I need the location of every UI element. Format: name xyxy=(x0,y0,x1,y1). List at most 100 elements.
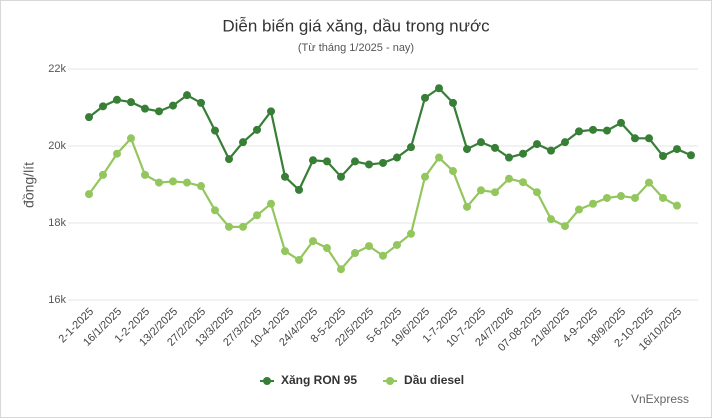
point xyxy=(421,172,429,181)
point xyxy=(519,178,527,187)
point xyxy=(351,249,359,258)
point xyxy=(127,98,135,107)
point xyxy=(519,149,527,158)
point xyxy=(323,244,331,253)
point xyxy=(477,138,485,147)
point xyxy=(99,102,107,111)
point xyxy=(99,170,107,179)
point xyxy=(449,167,457,176)
point xyxy=(197,182,205,191)
point xyxy=(351,157,359,166)
point xyxy=(561,138,569,147)
point xyxy=(267,107,275,116)
point xyxy=(309,237,317,246)
point xyxy=(491,188,499,197)
point xyxy=(645,134,653,143)
y-tick-label: 22k xyxy=(48,63,66,75)
point xyxy=(449,98,457,107)
point xyxy=(365,160,373,169)
point xyxy=(253,125,261,134)
point xyxy=(85,113,93,122)
point xyxy=(687,151,695,160)
point xyxy=(141,170,149,179)
point xyxy=(589,125,597,134)
point xyxy=(155,178,163,187)
point xyxy=(169,177,177,186)
legend-label: Dầu diesel xyxy=(404,373,464,387)
point xyxy=(379,251,387,260)
chart-subtitle: (Từ tháng 1/2025 - nay) xyxy=(298,42,414,54)
point xyxy=(407,229,415,238)
point xyxy=(225,222,233,231)
point xyxy=(491,143,499,152)
point xyxy=(197,98,205,107)
point xyxy=(211,126,219,135)
point xyxy=(533,188,541,197)
point xyxy=(547,215,555,224)
point xyxy=(477,186,485,195)
point xyxy=(575,127,583,136)
legend-marker xyxy=(386,377,395,385)
point xyxy=(127,134,135,143)
point xyxy=(603,126,611,135)
point xyxy=(113,149,121,158)
point xyxy=(603,193,611,202)
y-tick-label: 20k xyxy=(48,140,66,152)
point xyxy=(379,158,387,167)
point xyxy=(631,134,639,143)
point xyxy=(337,265,345,274)
point xyxy=(323,157,331,166)
point xyxy=(183,91,191,100)
point xyxy=(547,146,555,155)
point xyxy=(421,93,429,102)
y-tick-label: 18k xyxy=(48,217,66,229)
point xyxy=(561,222,569,231)
point xyxy=(659,193,667,202)
point xyxy=(295,255,303,264)
point xyxy=(589,199,597,208)
point xyxy=(169,101,177,110)
point xyxy=(393,153,401,162)
point xyxy=(631,193,639,202)
point xyxy=(463,202,471,211)
point xyxy=(85,190,93,199)
point xyxy=(183,178,191,187)
point xyxy=(337,172,345,181)
point xyxy=(281,172,289,181)
point xyxy=(435,153,443,162)
point xyxy=(239,222,247,231)
point xyxy=(435,84,443,93)
point xyxy=(253,211,261,220)
point xyxy=(505,174,513,183)
legend-label: Xăng RON 95 xyxy=(281,373,357,387)
legend-marker xyxy=(263,377,271,385)
point xyxy=(673,201,681,210)
y-tick-label: 16k xyxy=(48,294,66,306)
point xyxy=(281,247,289,256)
point xyxy=(211,206,219,215)
point xyxy=(267,199,275,208)
point xyxy=(533,140,541,149)
point xyxy=(617,192,625,201)
point xyxy=(155,107,163,116)
point xyxy=(645,178,653,187)
point xyxy=(239,138,247,147)
point xyxy=(225,155,233,164)
chart-title: Diễn biến giá xăng, dầu trong nước xyxy=(222,16,490,35)
point xyxy=(659,152,667,161)
point xyxy=(673,145,681,154)
point xyxy=(141,104,149,113)
source: VnExpress xyxy=(631,392,689,406)
point xyxy=(407,143,415,152)
point xyxy=(365,242,373,251)
point xyxy=(505,153,513,162)
point xyxy=(575,205,583,214)
point xyxy=(463,145,471,154)
point xyxy=(617,118,625,127)
y-axis-label: đồng/lít xyxy=(21,162,37,208)
point xyxy=(393,240,401,249)
point xyxy=(113,95,121,104)
point xyxy=(309,156,317,165)
